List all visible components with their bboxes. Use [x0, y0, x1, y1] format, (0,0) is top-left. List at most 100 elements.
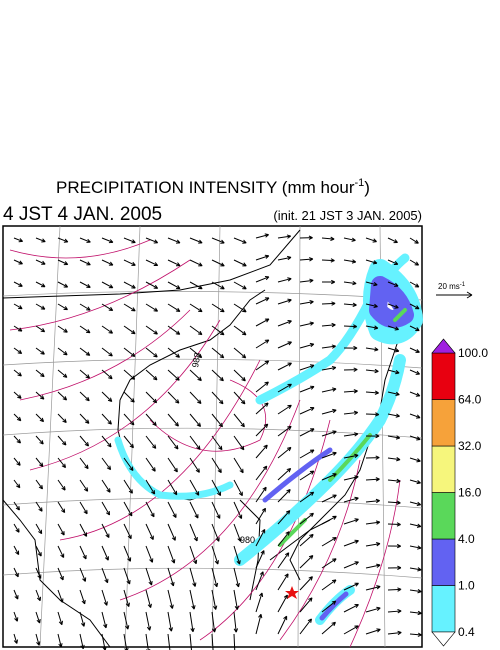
wind-arrow	[277, 404, 292, 415]
wind-arrow	[35, 523, 43, 535]
wind-arrow	[233, 391, 246, 405]
wind-arrow	[343, 496, 359, 503]
wind-arrow	[79, 369, 91, 379]
rain-band	[369, 276, 414, 328]
wind-arrow	[35, 369, 45, 378]
wind-arrow	[277, 531, 290, 547]
wind-arrow	[35, 633, 41, 646]
wind-arrow	[387, 435, 401, 440]
wind-arrow	[299, 342, 315, 349]
wind-arrow	[409, 501, 422, 507]
wind-arrow	[145, 435, 157, 449]
wind-arrow	[13, 501, 20, 511]
wind-arrow	[277, 298, 292, 305]
wind-arrow	[189, 325, 203, 336]
wind-arrow	[101, 611, 108, 629]
wind-arrow	[365, 455, 380, 460]
wind-arrow	[409, 588, 422, 594]
wind-arrow	[255, 423, 269, 437]
wind-arrow	[233, 501, 243, 519]
wind-arrow	[321, 322, 336, 328]
wind-arrow	[321, 387, 337, 393]
wind-arrow	[255, 528, 266, 547]
wind-arrow	[167, 633, 172, 650]
wind-arrow	[123, 281, 136, 289]
colorbar-label: 4.0	[458, 532, 475, 546]
wind-arrow	[255, 444, 268, 459]
wind-arrow	[79, 347, 91, 356]
wind-arrow	[145, 479, 156, 495]
wind-arrow	[123, 259, 136, 266]
wind-arrow	[277, 489, 291, 503]
map: 988 980	[2, 225, 423, 650]
wind-arrow	[35, 567, 42, 579]
wind-arrow	[123, 237, 136, 244]
wind-arrow	[57, 237, 69, 243]
wind-arrow	[233, 325, 247, 336]
wind-arrow	[145, 457, 156, 472]
wind-arrow	[365, 281, 378, 287]
wind-arrow	[387, 391, 400, 397]
wind-arrow	[101, 567, 109, 584]
wind-arrow	[189, 281, 203, 290]
wind-arrow	[123, 347, 136, 358]
wind-arrow	[277, 573, 289, 591]
wind-arrow	[167, 391, 180, 404]
wind-arrow	[233, 347, 247, 359]
wind-arrow	[167, 413, 179, 427]
wind-arrow	[321, 451, 337, 459]
wind-arrow	[277, 425, 292, 437]
colorbar-segment	[431, 538, 456, 586]
wind-arrow	[343, 302, 357, 307]
wind-arrow	[343, 539, 359, 547]
wind-arrow	[409, 632, 422, 637]
wind-arrow	[299, 321, 314, 327]
wind-arrow	[211, 435, 223, 451]
wind-arrow	[387, 457, 401, 462]
wind-arrow	[79, 237, 91, 243]
wind-arrow	[57, 633, 63, 648]
wind-arrow	[57, 589, 64, 603]
colorbar-segment	[431, 352, 456, 400]
wind-arrow	[79, 303, 91, 311]
wind-arrow	[233, 567, 240, 588]
wind-arrow	[299, 235, 313, 240]
wind-arrow	[167, 369, 180, 381]
wind-arrow	[321, 579, 337, 591]
wind-arrow	[189, 347, 203, 359]
wind-arrow	[79, 545, 87, 560]
wind-arrow	[13, 435, 22, 444]
colorbar-segment	[431, 445, 456, 493]
wind-arrow	[189, 237, 203, 244]
wind-arrow	[365, 520, 381, 525]
wind-arrow	[123, 303, 136, 312]
wind-arrow	[277, 446, 292, 459]
wind-arrow	[13, 545, 20, 556]
wind-arrow	[387, 347, 400, 353]
wind-arrow	[13, 391, 22, 399]
wind-arrow	[167, 545, 176, 564]
wind-arrow	[145, 303, 159, 312]
wind-arrow	[167, 259, 181, 267]
wind-arrow	[343, 453, 359, 459]
wind-arrow	[365, 237, 377, 243]
title: PRECIPITATION INTENSITY (mm hour-1)	[56, 177, 370, 197]
wind-arrow	[365, 390, 379, 395]
lat-lon-grid	[2, 225, 423, 648]
wind-arrow	[101, 237, 114, 244]
wind-arrow	[365, 606, 381, 613]
colorbar-under	[431, 631, 456, 647]
wind-arrow	[233, 589, 239, 610]
wind-arrow	[365, 412, 380, 417]
wind-arrow	[189, 567, 197, 587]
wind-arrow	[321, 494, 337, 503]
wind-arrow	[211, 545, 219, 565]
wind-arrow	[233, 237, 247, 244]
wind-arrow	[145, 259, 159, 267]
wind-arrow	[343, 518, 359, 525]
wind-arrow	[343, 324, 358, 329]
wind-arrow	[13, 523, 20, 533]
wind-arrow	[365, 325, 379, 330]
